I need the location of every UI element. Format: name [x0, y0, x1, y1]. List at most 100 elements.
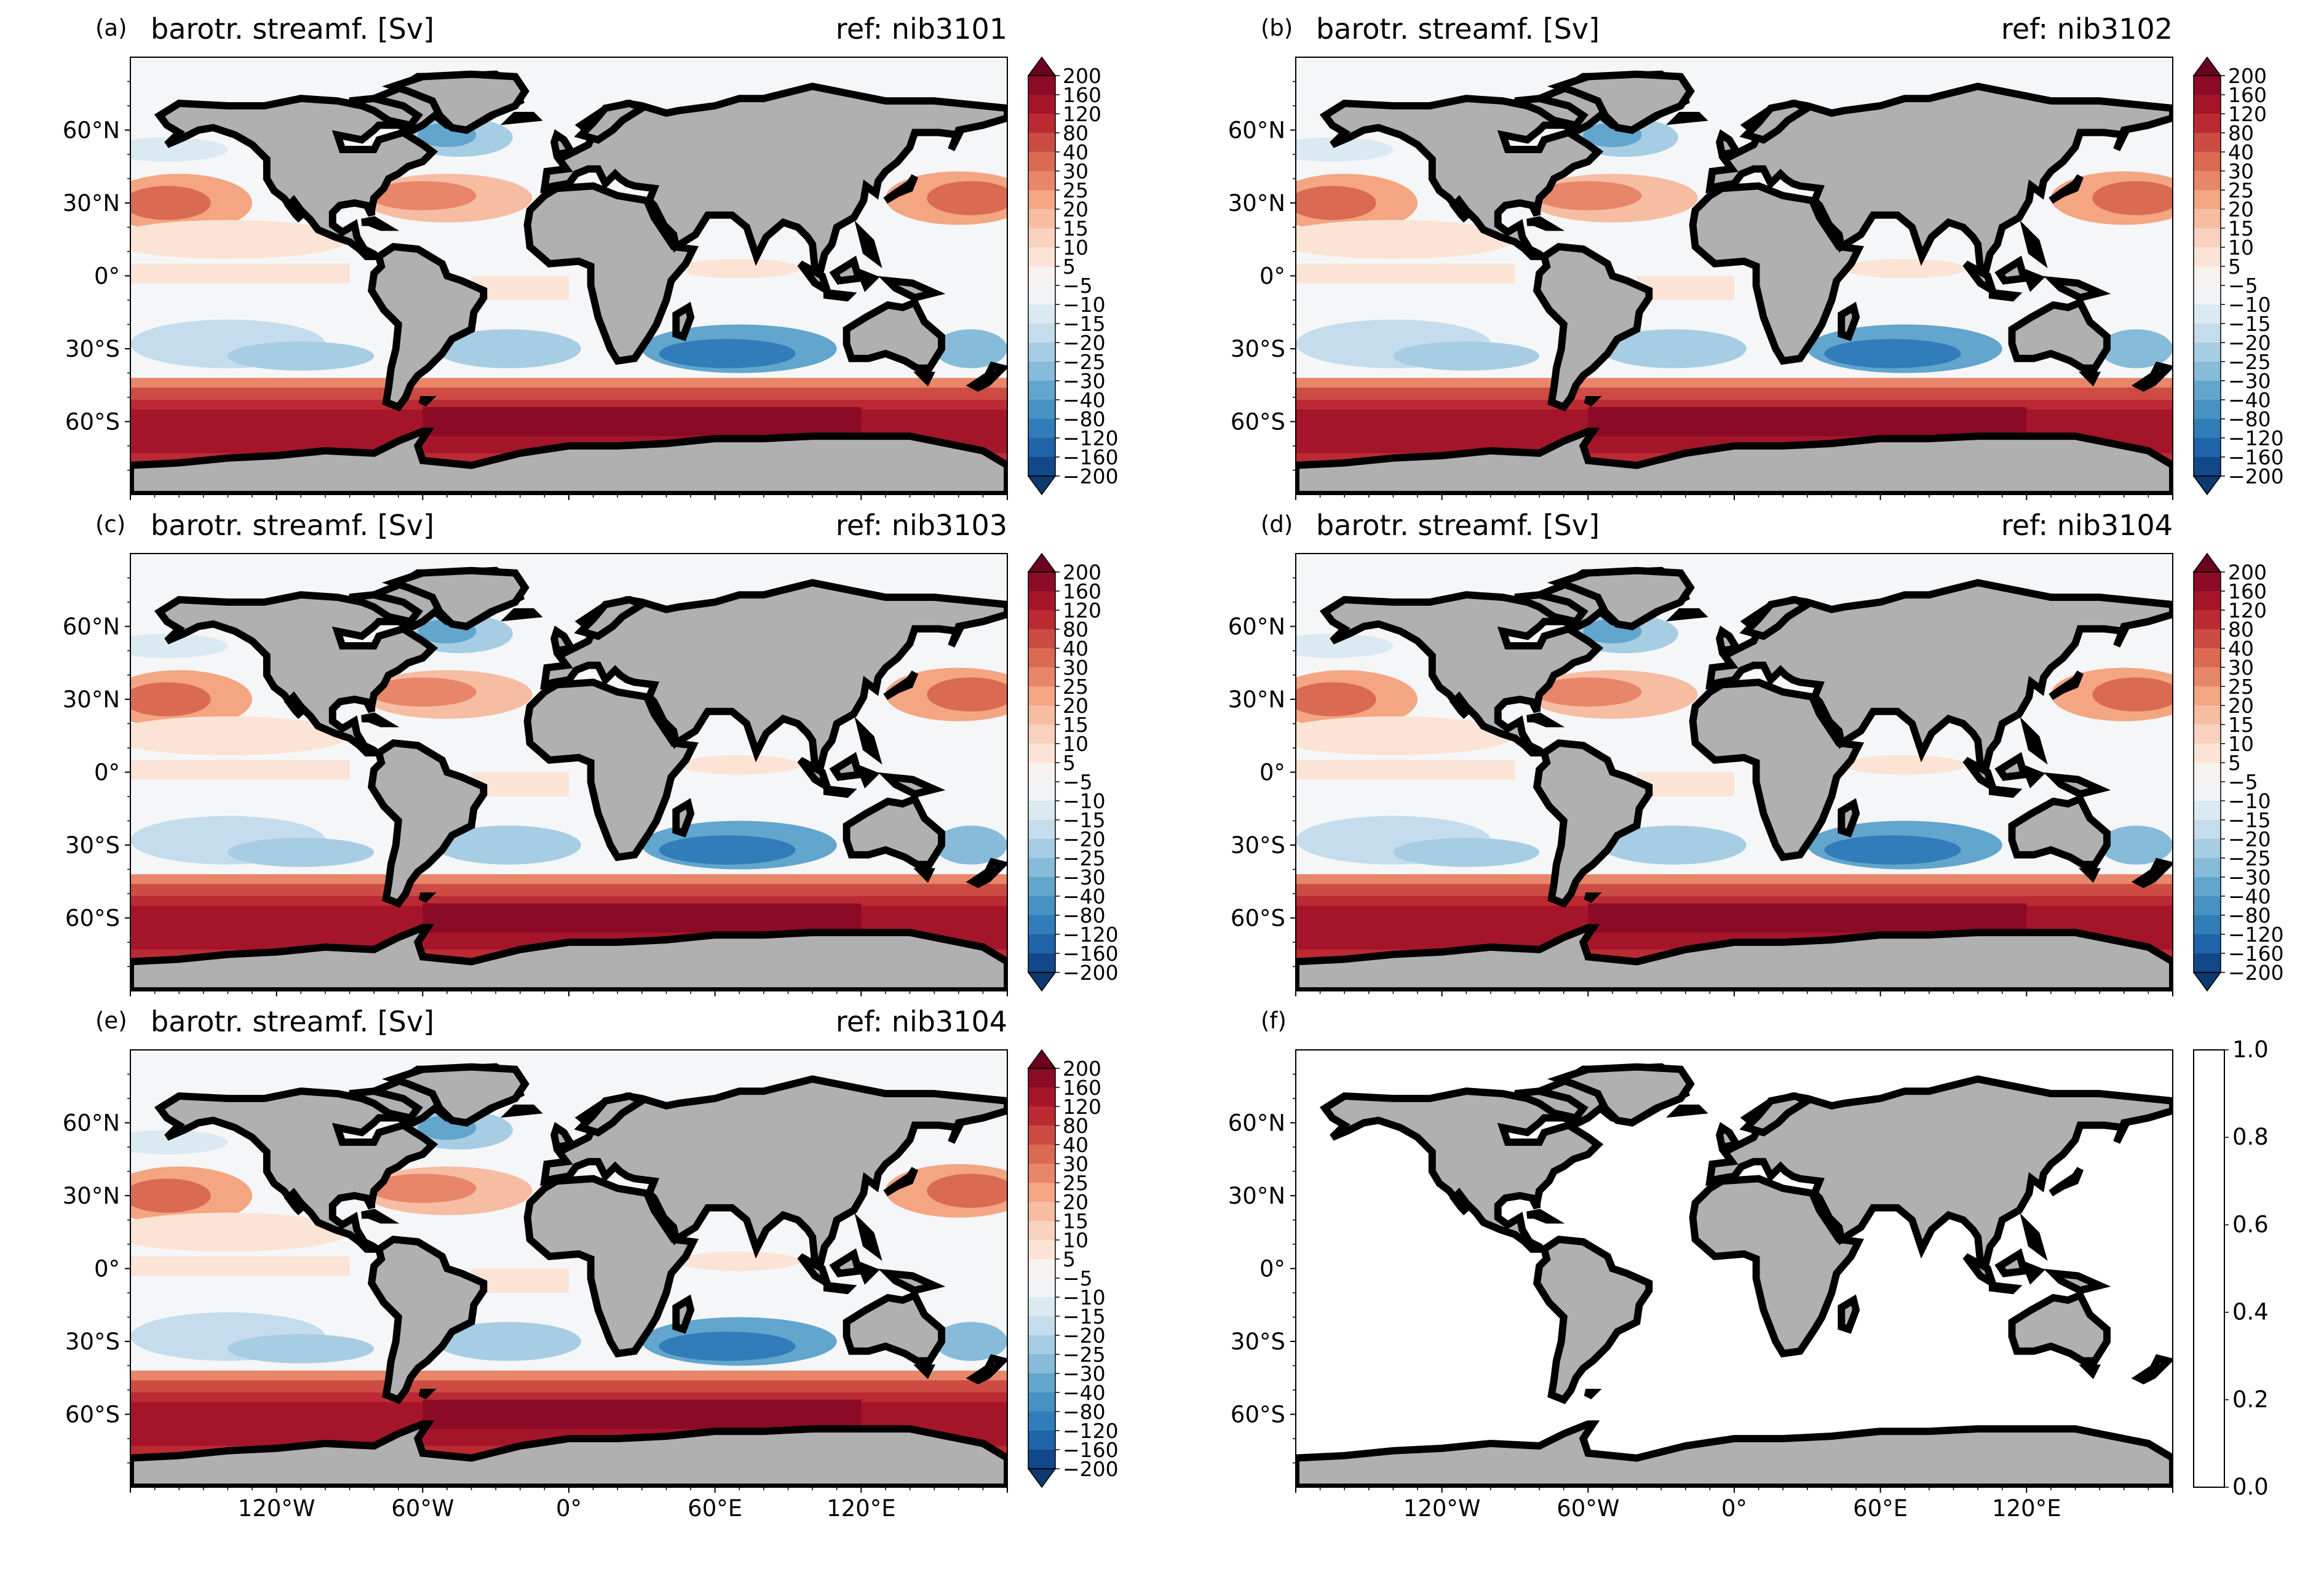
colorbar-tick-label: 25	[1063, 178, 1089, 202]
colorbar-swatch	[1028, 1068, 1055, 1088]
colorbar-tick-label: 0.8	[2232, 1124, 2269, 1150]
colorbar-swatch	[1028, 1431, 1055, 1450]
lat-tick-label: 30°N	[63, 686, 120, 713]
colorbar-tick-label: 80	[2228, 618, 2254, 642]
colorbar-tick-label: 80	[1063, 618, 1089, 642]
colorbar-swatch	[1028, 782, 1055, 801]
panel-ref: ref: nib3102	[2001, 12, 2173, 46]
colorbar-tick-label: −10	[2228, 293, 2271, 317]
lon-tick-label: 60°E	[688, 1495, 742, 1522]
colorbar-tick-label: −25	[1063, 846, 1106, 870]
colorbar-tick-label: −80	[2228, 904, 2271, 927]
colorbar-swatch	[2194, 400, 2221, 419]
colorbar-swatch	[1028, 1221, 1055, 1241]
colorbar-swatch	[1028, 285, 1055, 305]
lat-tick-label: 60°N	[63, 1110, 120, 1137]
colorbar-tick-label: −10	[2228, 789, 2271, 813]
colorbar-swatch	[2194, 877, 2221, 897]
colorbar-tick-label: −25	[1063, 350, 1106, 374]
colorbar-tick-label: −120	[2228, 923, 2284, 947]
colorbar-tick-label: 5	[1063, 255, 1076, 279]
colorbar-swatch	[2194, 152, 2221, 172]
colorbar-swatch	[1028, 209, 1055, 229]
colorbar-swatch	[1028, 839, 1055, 859]
colorbar-swatch	[2194, 266, 2221, 286]
colorbar-tick-label: 20	[1063, 694, 1089, 718]
colorbar-tick-label: 10	[2228, 732, 2254, 756]
colorbar-tick-label: −15	[2228, 312, 2271, 336]
colorbar-tick-label: 30	[2228, 159, 2254, 183]
colorbar-tick-label: 160	[2228, 83, 2267, 107]
colorbar-swatch	[2194, 648, 2221, 668]
colorbar-tick-label: 0.6	[2232, 1211, 2269, 1237]
colorbar-tick-label: 40	[1063, 1133, 1089, 1157]
colorbar-tick-label: 15	[1063, 1209, 1089, 1233]
colorbar-tick-label: 160	[2228, 579, 2267, 603]
lat-tick-label: 60°N	[63, 614, 120, 640]
colorbar-swatch	[1028, 1087, 1055, 1107]
colorbar-tick-label: −30	[1063, 369, 1106, 393]
colorbar-tick-label: −200	[1063, 961, 1119, 985]
panel-grid: 60°N 30°N 0° 30°S 60°S (a) barotr. streamf. [S…	[63, 12, 2284, 1522]
colorbar-under-arrow	[1027, 972, 1057, 992]
colorbar-tick-label: 25	[1063, 1171, 1089, 1195]
colorbar-tick-label: −20	[1063, 827, 1106, 851]
colorbar-tick-label: 1.0	[2232, 1036, 2269, 1063]
colorbar-swatch	[1028, 572, 1055, 592]
colorbar-swatch	[2194, 362, 2221, 381]
colorbar-tick-label: 30	[1063, 1152, 1089, 1176]
colorbar-over-arrow	[2192, 56, 2222, 76]
colorbar-tick-label: 25	[2228, 178, 2254, 202]
colorbar-swatch	[1028, 343, 1055, 362]
colorbar-swatch	[1028, 896, 1055, 916]
colorbar-tick-label: −160	[1063, 1438, 1119, 1462]
colorbar-swatch	[2194, 801, 2221, 820]
lat-tick-label: 30°S	[1231, 1329, 1285, 1355]
colorbar-tick-label: 80	[1063, 1114, 1089, 1138]
colorbar-swatch	[1028, 1259, 1055, 1279]
colorbar-swatch	[2194, 953, 2221, 973]
colorbar-swatch	[1028, 95, 1055, 114]
lat-tick-label: 60°N	[1228, 117, 1285, 144]
colorbar-tick-label: −5	[1063, 770, 1093, 794]
panel-title: barotr. streamf. [Sv]	[1316, 509, 1600, 542]
colorbar-tick-label: −80	[1063, 904, 1106, 927]
colorbar-tick-label: −160	[1063, 942, 1119, 966]
colorbar-swatch	[1028, 381, 1055, 400]
lat-tick-label: 0°	[94, 760, 120, 786]
panel-title: barotr. streamf. [Sv]	[151, 12, 434, 46]
colorbar-swatch	[2194, 304, 2221, 324]
lat-tick-label: 60°S	[1231, 1402, 1285, 1428]
colorbar-swatch	[2194, 725, 2221, 744]
colorbar-tick-label: −80	[1063, 407, 1106, 431]
colorbar-swatch	[1028, 1126, 1055, 1145]
colorbar-tick-label: 120	[2228, 102, 2267, 126]
colorbar-swatch	[1028, 1392, 1055, 1412]
colorbar-swatch	[2194, 705, 2221, 725]
colorbar-swatch	[1028, 247, 1055, 267]
colorbar-tick-label: −120	[2228, 426, 2284, 450]
colorbar-swatch	[1028, 667, 1055, 687]
colorbar-tick-label: 30	[2228, 656, 2254, 680]
colorbar-swatch	[2194, 343, 2221, 362]
colorbar-swatch	[2194, 915, 2221, 935]
colorbar-tick-label: −160	[2228, 942, 2284, 966]
empty-colorbar	[2193, 1049, 2225, 1488]
lat-tick-label: 30°S	[65, 832, 120, 859]
panel-ref: ref: nib3104	[836, 1005, 1007, 1038]
colorbar-swatch	[2194, 858, 2221, 878]
lat-tick-label: 60°N	[1228, 1110, 1285, 1137]
colorbar-swatch	[2194, 629, 2221, 649]
colorbar-swatch	[2194, 209, 2221, 229]
lat-tick-label: 30°N	[1228, 1183, 1285, 1209]
colorbar-swatch	[1028, 133, 1055, 153]
colorbar-swatch	[1028, 705, 1055, 725]
colorbar-swatch	[1028, 801, 1055, 820]
colorbar-tick-label: −40	[1063, 884, 1106, 908]
colorbar-tick-label: −160	[2228, 445, 2284, 469]
colorbar-swatch	[2194, 782, 2221, 801]
colorbar-tick-label: −20	[1063, 331, 1106, 355]
colorbar-swatch	[1028, 858, 1055, 878]
colorbar-swatch	[1028, 686, 1055, 706]
lat-tick-label: 30°S	[65, 336, 120, 362]
